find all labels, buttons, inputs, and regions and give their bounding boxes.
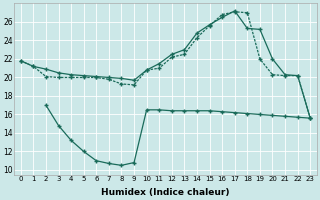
X-axis label: Humidex (Indice chaleur): Humidex (Indice chaleur)	[101, 188, 230, 197]
